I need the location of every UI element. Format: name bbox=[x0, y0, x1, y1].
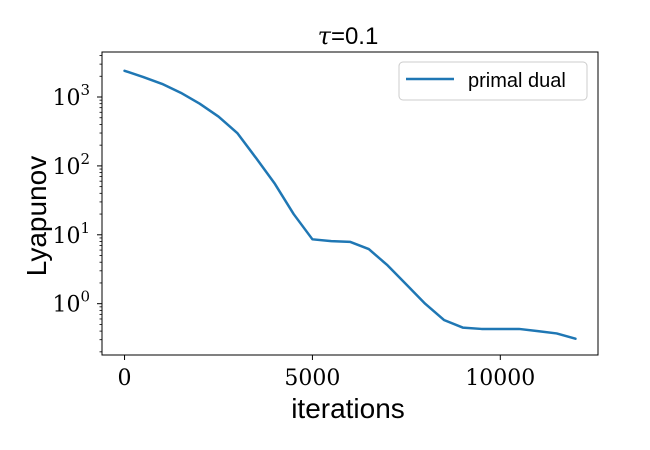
x-tick-label: 5000 bbox=[284, 366, 340, 391]
y-tick-exponent: 0 bbox=[80, 288, 90, 306]
y-tick-base: 10 bbox=[52, 86, 80, 111]
x-axis-label: iterations bbox=[291, 393, 405, 424]
y-tick-base: 10 bbox=[52, 155, 80, 180]
legend-label: primal dual bbox=[468, 70, 566, 92]
y-tick-exponent: 2 bbox=[80, 150, 90, 168]
y-tick-exponent: 1 bbox=[80, 219, 90, 237]
y-tick-label: 100 bbox=[52, 288, 90, 318]
x-tick-label: 0 bbox=[118, 366, 132, 391]
x-axis: 0 5000 10000 bbox=[118, 355, 535, 391]
legend: primal dual bbox=[398, 61, 588, 101]
y-tick-base: 10 bbox=[52, 224, 80, 249]
y-tick-exponent: 3 bbox=[80, 81, 90, 99]
plot-area bbox=[101, 51, 599, 356]
title-suffix: =0.1 bbox=[331, 23, 378, 50]
x-tick-label: 10000 bbox=[465, 366, 535, 391]
series-layer bbox=[123, 69, 577, 340]
chart-title: τ=0.1 bbox=[318, 22, 379, 50]
y-tick-label: 101 bbox=[52, 219, 90, 249]
y-tick-base: 10 bbox=[52, 293, 80, 318]
series-line bbox=[123, 69, 577, 340]
title-symbol: τ bbox=[318, 22, 332, 50]
y-axis-label: Lyapunov bbox=[21, 156, 52, 276]
legend-box bbox=[398, 61, 588, 101]
y-tick-label: 103 bbox=[52, 81, 90, 111]
y-tick-label: 102 bbox=[52, 150, 90, 180]
